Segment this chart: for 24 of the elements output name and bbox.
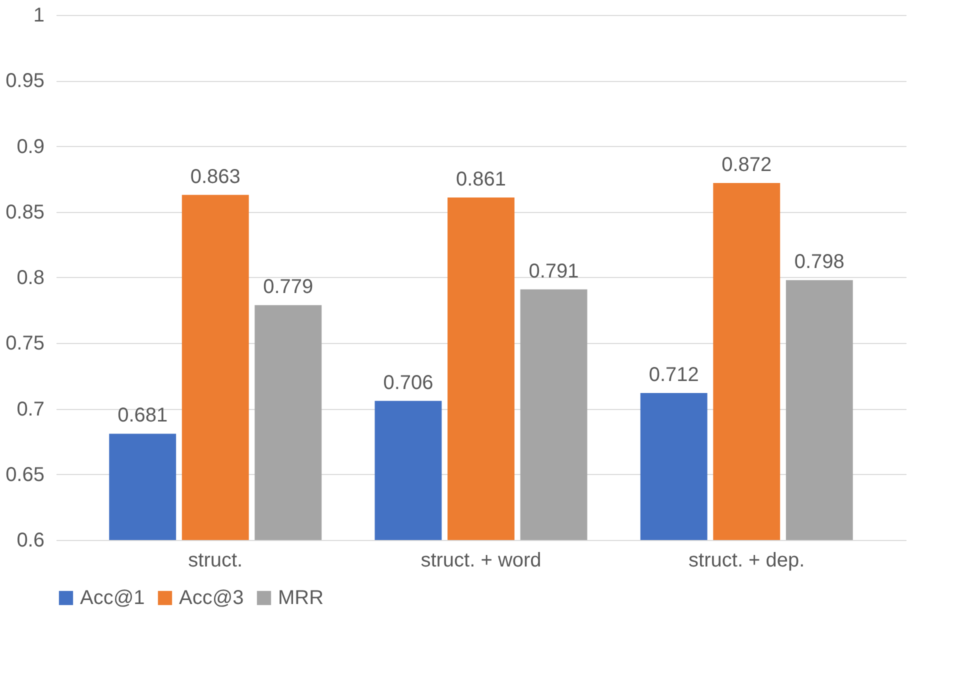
- y-tick-label: 0.65: [6, 464, 44, 486]
- y-tick-label: 0.9: [16, 136, 44, 158]
- x-tick-label: struct.: [188, 550, 243, 572]
- data-label: 0.798: [794, 251, 844, 274]
- data-label: 0.712: [648, 364, 699, 386]
- y-tick-label: 0.6: [16, 530, 44, 552]
- legend-label: Acc@3: [179, 587, 244, 609]
- data-label: 0.681: [118, 404, 168, 427]
- y-tick-label: 0.75: [6, 332, 44, 355]
- x-tick-label: struct. + word: [420, 550, 542, 572]
- data-label: 0.706: [383, 372, 434, 394]
- y-tick-label: 0.85: [6, 201, 44, 224]
- y-tick-label: 0.7: [16, 398, 44, 420]
- y-tick-label: 0.8: [16, 267, 44, 289]
- y-tick-label: 0.95: [6, 70, 44, 92]
- legend-label: Acc@1: [80, 587, 145, 609]
- data-label: 0.779: [263, 276, 314, 298]
- legend-label: MRR: [278, 587, 324, 609]
- data-label: 0.863: [190, 166, 240, 188]
- x-tick-label: struct. + dep.: [688, 550, 805, 572]
- data-label: 0.791: [528, 260, 579, 282]
- y-tick-label: 1: [33, 4, 44, 26]
- data-label: 0.872: [722, 154, 772, 176]
- data-label: 0.861: [456, 168, 506, 190]
